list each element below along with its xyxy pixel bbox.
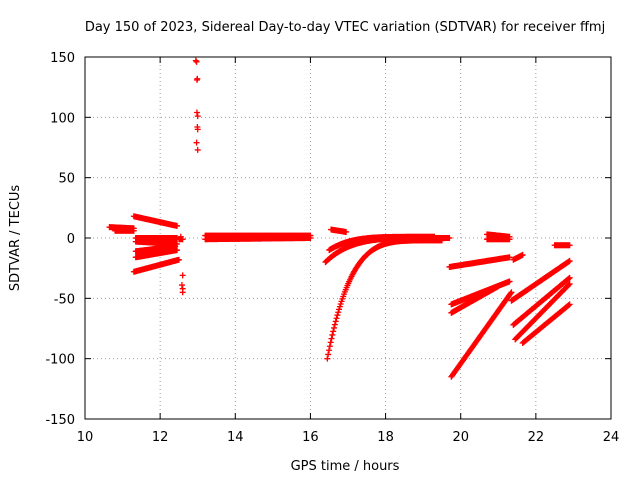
data-point [566, 242, 573, 249]
data-point [343, 228, 350, 235]
y-tick-label: -50 [54, 292, 75, 307]
data-point [194, 75, 201, 82]
y-tick-labels: 150 100 50 0 -50 -100 -150 [45, 51, 75, 428]
data-point [495, 283, 502, 290]
data-point [193, 109, 200, 116]
x-tick-label: 18 [377, 430, 394, 445]
data-point [565, 275, 572, 282]
chart-title: Day 150 of 2023, Sidereal Day-to-day VTE… [85, 20, 605, 35]
x-tick-label: 12 [152, 430, 169, 445]
data-point [334, 312, 341, 319]
data-point [177, 233, 184, 240]
data-point [566, 301, 573, 308]
data-point [565, 281, 572, 288]
data-point [326, 343, 333, 350]
data-point [566, 280, 573, 287]
data-point [307, 235, 314, 241]
data-point [194, 146, 201, 153]
y-tick-label: 0 [67, 232, 75, 247]
data-point [507, 290, 514, 297]
x-tick-labels: 10 12 14 16 18 20 22 24 [77, 430, 620, 445]
data-point [329, 331, 336, 338]
data-point [506, 236, 513, 243]
x-axis-label: GPS time / hours [291, 459, 400, 474]
data-point [325, 351, 332, 358]
y-tick-label: 150 [50, 51, 75, 66]
plot-frame [84, 56, 612, 420]
data-point [179, 272, 186, 279]
data-point [336, 303, 343, 310]
data-point [506, 254, 513, 261]
x-tick-label: 16 [302, 430, 319, 445]
data-point [519, 251, 526, 258]
x-tick-label: 10 [77, 430, 94, 445]
data-point [193, 139, 200, 146]
data-point [336, 306, 343, 313]
data-point [438, 237, 445, 244]
data-point [193, 58, 200, 65]
x-tick-label: 20 [452, 430, 469, 445]
data-point [326, 347, 333, 354]
data-point [331, 324, 338, 331]
data-point [332, 318, 339, 325]
data-point [194, 113, 201, 120]
data-point [330, 328, 337, 335]
data-point [194, 126, 201, 133]
x-tick-label: 14 [227, 430, 244, 445]
data-point [174, 222, 181, 229]
data-point [130, 227, 137, 234]
data-point [431, 233, 438, 240]
data-point [174, 247, 181, 254]
x-tick-label: 24 [603, 430, 620, 445]
data-point [324, 355, 331, 362]
x-tick-label: 22 [528, 430, 545, 445]
data-point [331, 321, 338, 328]
y-tick-label: -100 [45, 353, 75, 368]
data-points [106, 57, 573, 380]
data-point [328, 335, 335, 342]
data-point [335, 309, 342, 316]
data-point [565, 302, 572, 309]
y-tick-label: -150 [45, 413, 75, 428]
y-axis-label: SDTVAR / TECUs [8, 185, 23, 292]
data-point [327, 339, 334, 346]
data-point [333, 315, 340, 322]
data-point [508, 289, 515, 296]
data-point [178, 282, 185, 289]
data-point [192, 57, 199, 64]
data-point [566, 257, 573, 264]
data-point [179, 289, 186, 296]
data-point [566, 274, 573, 281]
y-tick-label: 50 [58, 172, 75, 187]
data-point [446, 235, 453, 241]
data-point [506, 278, 513, 285]
y-tick-label: 100 [50, 111, 75, 126]
data-point [175, 256, 182, 263]
